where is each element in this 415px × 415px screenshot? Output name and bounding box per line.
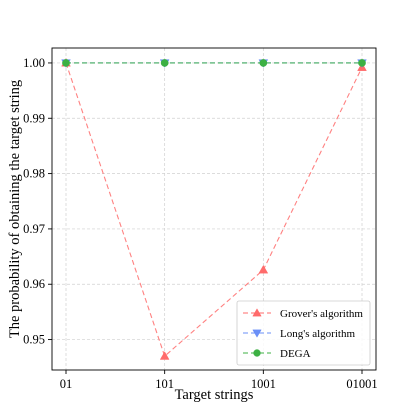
series-line-grover-s-algorithm — [65, 62, 363, 358]
legend-marker-grover-s-algorithm — [252, 308, 262, 317]
legend-label-long-s-algorithm: Long's algorithm — [280, 328, 355, 340]
data-point-grover-s-algorithm — [258, 264, 269, 274]
data-point-dega — [358, 59, 366, 67]
x-tick-label: 01001 — [346, 377, 377, 391]
y-tick-label: 0.98 — [23, 167, 45, 181]
y-tick-label: 0.99 — [23, 111, 45, 125]
legend-label-dega: DEGA — [280, 348, 311, 360]
series-layer — [61, 58, 367, 360]
legend-marker-long-s-algorithm — [252, 329, 262, 338]
plot-frame — [51, 47, 377, 371]
y-tick-label: 0.95 — [23, 333, 45, 347]
legend: Grover's algorithm Long's algorithm DEGA — [236, 300, 371, 366]
data-point-dega — [62, 59, 70, 67]
data-point-grover-s-algorithm — [159, 351, 170, 360]
y-tick-label: 0.96 — [23, 277, 45, 291]
legend-marker-dega — [253, 349, 261, 357]
x-tick-label: 1001 — [251, 377, 276, 391]
x-axis-title: Target strings — [175, 387, 254, 403]
y-axis-title: The probability of obtaining the target … — [7, 80, 23, 338]
legend-label-grover-s-algorithm: Grover's algorithm — [280, 308, 363, 320]
data-point-dega — [160, 59, 169, 67]
data-point-dega — [259, 59, 268, 67]
series-dega — [62, 59, 366, 67]
y-tick-label: 0.97 — [23, 222, 45, 236]
x-tick-label: 101 — [155, 377, 174, 391]
y-tick-label: 1.00 — [23, 56, 45, 70]
ticks: 0.95 0.96 0.97 0.98 0.99 1.00 01 101 1001 01001 — [23, 56, 378, 391]
x-tick-label: 01 — [60, 377, 73, 391]
legend-box — [236, 300, 371, 366]
